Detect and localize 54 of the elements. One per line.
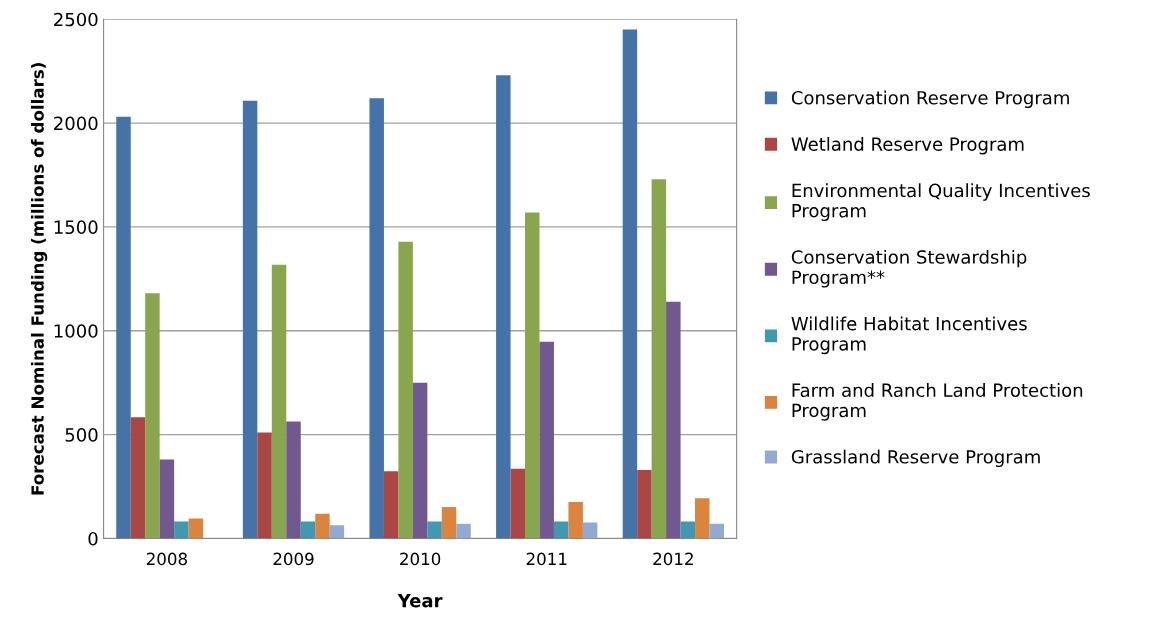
bar — [116, 116, 131, 539]
legend-label: Farm and Ranch Land Protection Program — [792, 383, 1083, 421]
bar — [188, 518, 204, 539]
bar — [329, 525, 345, 539]
y-tick-label: 2500 — [54, 12, 98, 27]
x-tick-label: 2010 — [400, 552, 441, 566]
bar — [637, 470, 652, 539]
x-tick-label: 2009 — [273, 552, 314, 566]
y-tick-label: 2000 — [54, 116, 98, 131]
bar — [398, 241, 413, 539]
y-tick-label: 500 — [65, 428, 98, 442]
bar — [539, 341, 554, 539]
bar — [257, 432, 272, 539]
legend-label: Wildlife Habitat Incentives Program — [791, 316, 1027, 355]
x-tick-label: 2008 — [146, 552, 187, 566]
bar — [568, 502, 583, 539]
bar — [456, 523, 471, 539]
x-axis-title: Year — [397, 594, 443, 608]
bar — [174, 521, 189, 539]
bar — [622, 29, 638, 539]
bar — [427, 521, 442, 539]
x-tick-label: 2012 — [653, 552, 693, 566]
bar — [496, 75, 511, 539]
bar — [130, 417, 146, 539]
legend-label: Conservation Reserve Program — [791, 90, 1069, 109]
bar — [695, 498, 710, 539]
bar — [510, 468, 526, 539]
y-axis-title: Forecast Nominal Funding (millions of dollars) — [30, 63, 48, 495]
bar — [145, 293, 160, 539]
x-tick-label: 2011 — [526, 552, 567, 566]
bar — [412, 382, 428, 539]
bar — [441, 507, 457, 539]
bar — [709, 523, 724, 539]
bar — [159, 459, 175, 539]
y-tick-label: 0 — [88, 531, 98, 546]
y-tick-label: 1500 — [54, 220, 98, 235]
bar — [286, 421, 301, 539]
bar — [300, 521, 316, 539]
bar — [271, 264, 287, 539]
legend-label: Wetland Reserve Program — [791, 136, 1024, 155]
bar — [582, 522, 598, 539]
bar — [369, 98, 384, 539]
bar — [680, 521, 696, 539]
bar — [666, 301, 681, 539]
bar — [525, 212, 540, 539]
y-tick-label: 1000 — [54, 324, 98, 338]
legend-label: Environmental Quality Incentives Program — [792, 183, 1090, 221]
bar — [242, 100, 258, 539]
bar — [315, 513, 330, 539]
bar — [383, 471, 399, 539]
bar — [553, 521, 569, 539]
bar — [651, 179, 667, 539]
legend-label: Conservation Stewardship Program** — [791, 249, 1027, 288]
legend-label: Grassland Reserve Program — [791, 449, 1040, 468]
